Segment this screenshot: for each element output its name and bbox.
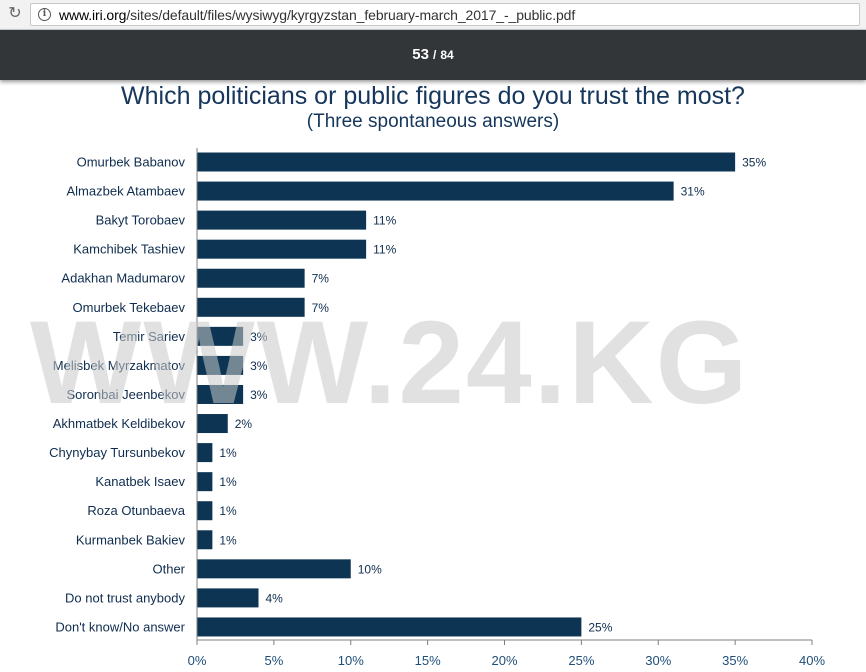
page-current-number[interactable]: 53 <box>412 46 429 63</box>
url-text: www.iri.org/sites/default/files/wysiwyg/… <box>59 7 575 23</box>
bar <box>197 326 244 346</box>
category-label: Temir Sariev <box>113 329 186 344</box>
bar <box>197 588 259 608</box>
bar <box>197 384 244 404</box>
value-label: 10% <box>358 562 382 576</box>
bar <box>197 443 213 463</box>
bar <box>197 414 228 434</box>
value-label: 4% <box>266 591 284 605</box>
bar <box>197 501 213 521</box>
value-label: 35% <box>742 156 766 170</box>
category-label: Adakhan Madumarov <box>61 271 185 286</box>
category-label: Soronbai Jeenbekov <box>66 387 185 402</box>
url-field[interactable]: i www.iri.org/sites/default/files/wysiwy… <box>30 3 860 26</box>
page-total-count: 84 <box>440 48 454 62</box>
reload-icon[interactable]: ↻ <box>8 5 22 22</box>
x-tick-label: 35% <box>722 653 748 668</box>
bar <box>197 268 305 288</box>
category-label: Kanatbek Isaev <box>95 474 185 489</box>
value-label: 11% <box>373 214 396 228</box>
url-path: /sites/default/files/wysiwyg/kyrgyzstan_… <box>126 7 576 23</box>
x-tick-label: 0% <box>188 653 207 668</box>
value-label: 1% <box>219 446 237 460</box>
category-label: Do not trust anybody <box>65 590 185 605</box>
pdf-toolbar: 53/84 <box>0 30 866 80</box>
category-label: Omurbek Babanov <box>77 155 186 170</box>
page-indicator: 53/84 <box>0 46 866 64</box>
category-label: Roza Otunbaeva <box>87 503 185 518</box>
category-label: Other <box>152 561 185 576</box>
category-label: Akhmatbek Keldibekov <box>53 416 186 431</box>
x-tick-label: 40% <box>799 653 825 668</box>
category-label: Chynybay Tursunbekov <box>49 445 185 460</box>
bar <box>197 617 582 637</box>
url-domain: www.iri.org <box>59 7 127 23</box>
x-tick-label: 30% <box>645 653 671 668</box>
bar <box>197 472 213 492</box>
browser-address-bar: ↻ i www.iri.org/sites/default/files/wysi… <box>0 0 866 30</box>
value-label: 3% <box>250 388 268 402</box>
category-label: Almazbek Atambaev <box>66 184 185 199</box>
category-label: Don't know/No answer <box>55 619 185 634</box>
bar <box>197 239 367 259</box>
bar <box>197 530 213 550</box>
x-tick-label: 5% <box>264 653 283 668</box>
bar <box>197 152 736 172</box>
value-label: 25% <box>588 620 612 634</box>
x-tick-label: 20% <box>491 653 517 668</box>
value-label: 1% <box>219 533 237 547</box>
chart-title: Which politicians or public figures do y… <box>121 82 745 110</box>
x-tick-label: 10% <box>338 653 364 668</box>
value-label: 1% <box>219 475 237 489</box>
chart-subtitle: (Three spontaneous answers) <box>306 111 560 132</box>
value-label: 7% <box>312 301 330 315</box>
category-label: Bakyt Torobaev <box>96 213 186 228</box>
x-tick-label: 25% <box>568 653 594 668</box>
page-separator: / <box>432 48 437 62</box>
bar <box>197 297 305 317</box>
value-label: 7% <box>312 272 330 286</box>
bar <box>197 181 674 201</box>
info-icon[interactable]: i <box>38 8 51 21</box>
x-tick-label: 15% <box>415 653 441 668</box>
category-label: Kamchibek Tashiev <box>73 242 185 257</box>
value-label: 31% <box>681 185 705 199</box>
value-label: 3% <box>250 330 268 344</box>
value-label: 3% <box>250 359 268 373</box>
category-label: Kurmanbek Bakiev <box>76 532 186 547</box>
value-label: 1% <box>219 504 237 518</box>
bar <box>197 210 367 230</box>
category-label: Melisbek Myrzakmatov <box>53 358 186 373</box>
value-label: 2% <box>235 417 253 431</box>
value-label: 11% <box>373 243 396 257</box>
bar <box>197 559 351 579</box>
bar <box>197 355 244 375</box>
category-label: Omurbek Tekebaev <box>73 300 186 315</box>
